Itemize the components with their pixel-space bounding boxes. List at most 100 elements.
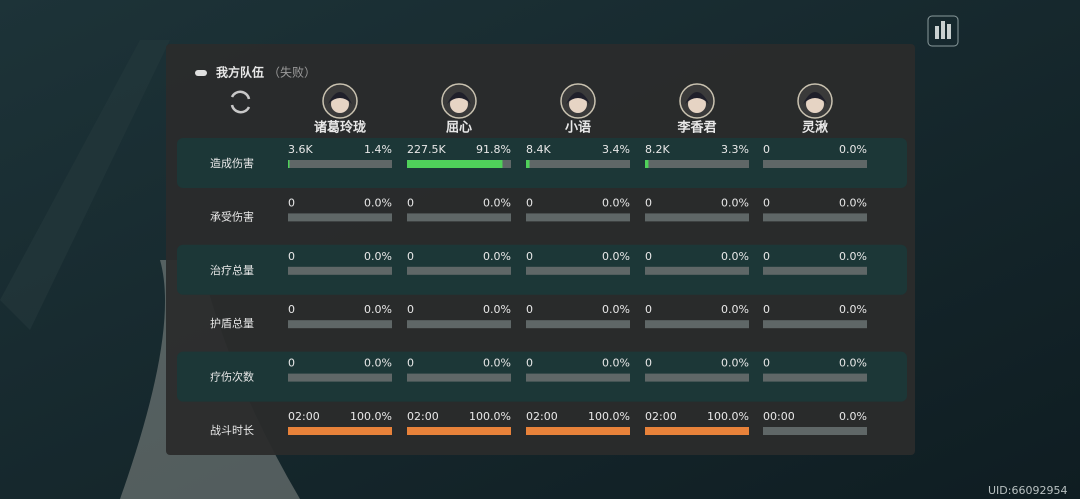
share-bar bbox=[407, 427, 511, 435]
cell-amount: 3.6K bbox=[288, 143, 313, 156]
cell-share: 0.0% bbox=[602, 250, 630, 263]
avatar-face bbox=[688, 95, 706, 113]
bar-track bbox=[407, 320, 511, 329]
cell-amount: 0 bbox=[763, 143, 770, 156]
cell-amount: 0 bbox=[407, 250, 414, 263]
bar-track bbox=[526, 320, 630, 329]
cell-share: 1.4% bbox=[364, 143, 392, 156]
icon-bar bbox=[935, 26, 939, 39]
cell-amount: 227.5K bbox=[407, 143, 446, 156]
character-name: 屈心 bbox=[446, 121, 472, 136]
share-bar bbox=[526, 427, 630, 435]
avatar-hair bbox=[803, 92, 827, 104]
bar-track bbox=[645, 160, 749, 168]
cell-amount: 0 bbox=[526, 357, 533, 370]
cell-share: 0.0% bbox=[602, 196, 630, 209]
cell-amount: 0 bbox=[407, 196, 414, 209]
uid: UID:66092954 bbox=[988, 484, 1067, 497]
share-bar bbox=[288, 160, 290, 168]
bar-track bbox=[407, 213, 511, 222]
cell-amount: 02:00 bbox=[526, 410, 558, 423]
cell-share: 0.0% bbox=[483, 196, 511, 209]
icon-bar bbox=[947, 24, 951, 39]
cell-share: 0.0% bbox=[721, 196, 749, 209]
bar-track bbox=[288, 373, 392, 382]
character-name: 小语 bbox=[565, 121, 591, 136]
cell-amount: 0 bbox=[526, 196, 533, 209]
avatar-face bbox=[569, 95, 587, 113]
cell-amount: 0 bbox=[526, 303, 533, 316]
cell-share: 100.0% bbox=[469, 410, 511, 423]
avatar-face bbox=[450, 95, 468, 113]
cell-amount: 0 bbox=[763, 303, 770, 316]
toggle-icon bbox=[195, 70, 207, 76]
cell-share: 0.0% bbox=[602, 303, 630, 316]
bar-track bbox=[645, 213, 749, 222]
cell-share: 0.0% bbox=[839, 357, 867, 370]
bar-track bbox=[645, 373, 749, 382]
cell-share: 0.0% bbox=[483, 250, 511, 263]
avatar-hair bbox=[328, 92, 352, 104]
character-name: 灵湫 bbox=[802, 120, 828, 136]
cell-amount: 0 bbox=[763, 357, 770, 370]
cell-amount: 0 bbox=[288, 250, 295, 263]
bar-track bbox=[407, 266, 511, 275]
character-name: 李香君 bbox=[676, 120, 716, 136]
cell-amount: 0 bbox=[526, 250, 533, 263]
cell-amount: 8.2K bbox=[645, 143, 670, 156]
cell-share: 0.0% bbox=[839, 250, 867, 263]
cell-share: 0.0% bbox=[364, 357, 392, 370]
share-bar bbox=[407, 160, 503, 168]
refresh-button[interactable] bbox=[230, 90, 251, 114]
avatar-face bbox=[331, 95, 349, 113]
cell-share: 3.3% bbox=[721, 143, 749, 156]
share-bar bbox=[288, 427, 392, 435]
cell-amount: 0 bbox=[645, 196, 652, 209]
bar-track bbox=[763, 427, 867, 435]
avatar-hair bbox=[447, 92, 471, 104]
stats-button[interactable] bbox=[927, 15, 959, 47]
cell-amount: 8.4K bbox=[526, 143, 551, 156]
bg-stroke bbox=[0, 40, 170, 330]
cell-share: 0.0% bbox=[839, 410, 867, 423]
avatar-hair bbox=[566, 92, 590, 104]
cell-share: 100.0% bbox=[350, 410, 392, 423]
row-label: 护盾总量 bbox=[210, 316, 254, 330]
stats-table: 造成伤害 3.6K 1.4% 227.5K 91.8% 8.4K 3.4% 8.2K 3.3% 0… bbox=[177, 138, 907, 437]
cell-amount: 00:00 bbox=[763, 410, 795, 423]
cell-share: 0.0% bbox=[483, 357, 511, 370]
cell-share: 0.0% bbox=[721, 303, 749, 316]
bar-track bbox=[645, 266, 749, 275]
bar-track bbox=[526, 160, 630, 168]
cell-share: 0.0% bbox=[602, 357, 630, 370]
cell-share: 0.0% bbox=[483, 303, 511, 316]
cell-amount: 0 bbox=[407, 357, 414, 370]
bar-track bbox=[763, 213, 867, 222]
cell-share: 100.0% bbox=[588, 410, 630, 423]
bar-track bbox=[763, 373, 867, 382]
row-label: 造成伤害 bbox=[210, 156, 254, 170]
bar-track bbox=[526, 266, 630, 275]
bar-track bbox=[288, 160, 392, 168]
cell-amount: 02:00 bbox=[288, 410, 320, 423]
cell-amount: 02:00 bbox=[645, 410, 677, 423]
bar-track bbox=[763, 266, 867, 275]
cell-amount: 0 bbox=[288, 303, 295, 316]
icon-bar bbox=[941, 21, 945, 39]
cell-share: 0.0% bbox=[364, 196, 392, 209]
cell-share: 0.0% bbox=[721, 250, 749, 263]
cell-share: 0.0% bbox=[839, 303, 867, 316]
cell-amount: 0 bbox=[288, 196, 295, 209]
row-label: 疗伤次数 bbox=[210, 370, 254, 384]
bar-track bbox=[288, 320, 392, 329]
share-bar bbox=[645, 160, 649, 168]
character-name: 诸葛玲珑 bbox=[314, 120, 366, 136]
cell-amount: 0 bbox=[407, 303, 414, 316]
cell-share: 100.0% bbox=[707, 410, 749, 423]
cell-share: 91.8% bbox=[476, 143, 511, 156]
cell-amount: 0 bbox=[288, 357, 295, 370]
row-label: 承受伤害 bbox=[210, 209, 254, 223]
cell-amount: 0 bbox=[645, 357, 652, 370]
